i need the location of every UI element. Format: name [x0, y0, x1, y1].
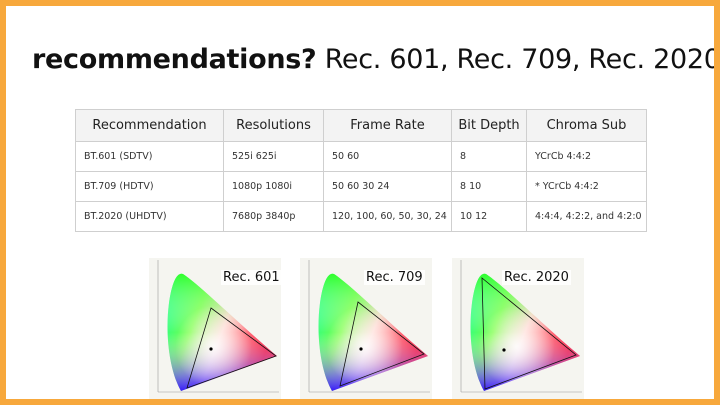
table-header-cell: Chroma Sub — [526, 109, 647, 142]
slide-title-rest: Rec. 601, Rec. 709, Rec. 2020 — [316, 44, 720, 75]
table-cell: 8 — [451, 141, 527, 172]
table-cell: 10 12 — [451, 201, 527, 232]
table-cell: 8 10 — [451, 171, 527, 202]
table-row: BT.709 (HDTV) 1080p 1080i 50 60 30 24 8 … — [75, 171, 647, 202]
chromaticity-figure — [308, 260, 430, 393]
table-row: BT.2020 (UHDTV) 7680p 3840p 120, 100, 60… — [75, 201, 647, 232]
chart-label: Rec. 709 — [364, 270, 425, 285]
table-cell: 7680p 3840p — [223, 201, 324, 232]
chromaticity-diagram-rec709: Rec. 709 — [300, 258, 432, 399]
chromaticity-diagram-rec2020: Rec. 2020 — [452, 258, 584, 399]
chromaticity-figure — [460, 260, 582, 393]
table-cell: 1080p 1080i — [223, 171, 324, 202]
chart-label: Rec. 601 — [221, 270, 282, 285]
table-header-cell: Frame Rate — [323, 109, 452, 142]
table-cell: * YCrCb 4:4:2 — [526, 171, 647, 202]
slide-title-bold: recommendations? — [32, 44, 317, 75]
chromaticity-figure — [157, 260, 279, 393]
table-cell: 120, 100, 60, 50, 30, 24 — [323, 201, 452, 232]
table-row: BT.601 (SDTV) 525i 625i 50 60 8 YCrCb 4:… — [75, 141, 647, 172]
recommendations-table: Recommendation Resolutions Frame Rate Bi… — [75, 109, 647, 232]
table-header-cell: Recommendation — [75, 109, 224, 142]
chromaticity-diagram-rec601: Rec. 601 — [149, 258, 282, 399]
table-cell: 525i 625i — [223, 141, 324, 172]
table-cell: 4:4:4, 4:2:2, and 4:2:0 — [526, 201, 647, 232]
table-cell: 50 60 30 24 — [323, 171, 452, 202]
table-cell: 50 60 — [323, 141, 452, 172]
table-header-row: Recommendation Resolutions Frame Rate Bi… — [75, 109, 647, 142]
table-cell: BT.709 (HDTV) — [75, 171, 224, 202]
table-header-cell: Bit Depth — [451, 109, 527, 142]
table-cell: BT.2020 (UHDTV) — [75, 201, 224, 232]
table-cell: YCrCb 4:4:2 — [526, 141, 647, 172]
chart-label: Rec. 2020 — [502, 270, 571, 285]
table-cell: BT.601 (SDTV) — [75, 141, 224, 172]
slide-title: recommendations? Rec. 601, Rec. 709, Rec… — [32, 44, 720, 75]
table-header-cell: Resolutions — [223, 109, 324, 142]
